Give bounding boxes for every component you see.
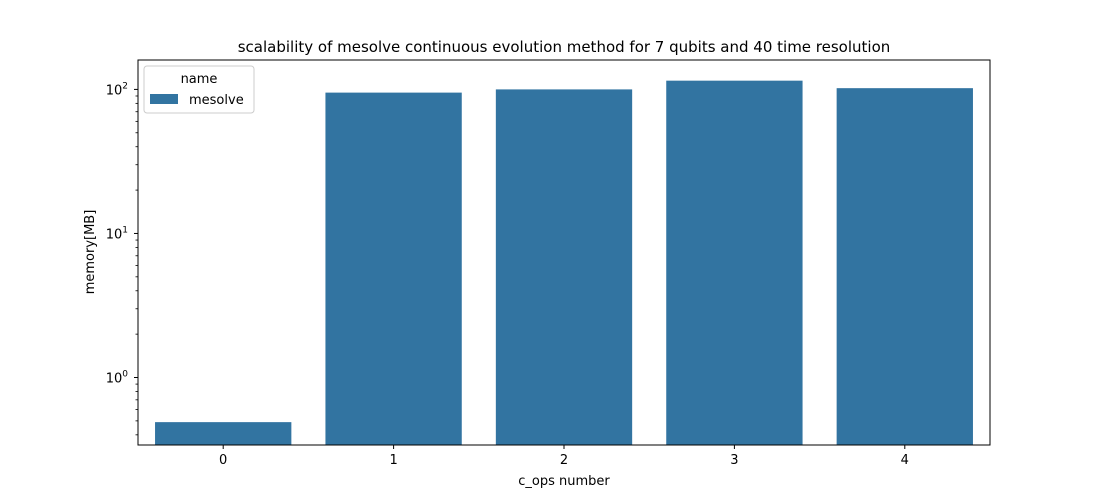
x-axis-ticks: 0 1 2 3 4 <box>219 445 909 468</box>
x-tick-label: 3 <box>730 453 738 468</box>
bar-2 <box>495 89 633 446</box>
bar-3 <box>666 80 803 446</box>
x-tick-label: 4 <box>901 453 909 468</box>
legend-swatch <box>150 94 178 104</box>
plot-frame <box>137 59 991 446</box>
x-tick-label: 1 <box>389 453 397 468</box>
bars-group <box>155 80 973 446</box>
y-axis-label: memory[MB] <box>83 210 98 295</box>
bar-4 <box>836 88 973 445</box>
legend: name mesolve <box>143 65 255 114</box>
bar-0 <box>155 422 292 445</box>
legend-title: name <box>181 72 218 87</box>
x-axis-label: c_ops number <box>518 474 610 489</box>
x-tick-label: 2 <box>560 453 568 468</box>
bar-1 <box>325 92 462 445</box>
x-tick-label: 0 <box>219 453 227 468</box>
y-tick-label: 102 <box>106 81 128 98</box>
chart-title: scalability of mesolve continuous evolut… <box>238 38 891 56</box>
y-axis-ticks: 100 101 102 <box>106 81 138 387</box>
y-tick-label: 101 <box>106 225 128 242</box>
y-tick-label: 100 <box>106 370 129 387</box>
legend-entry-mesolve: mesolve <box>189 93 244 108</box>
